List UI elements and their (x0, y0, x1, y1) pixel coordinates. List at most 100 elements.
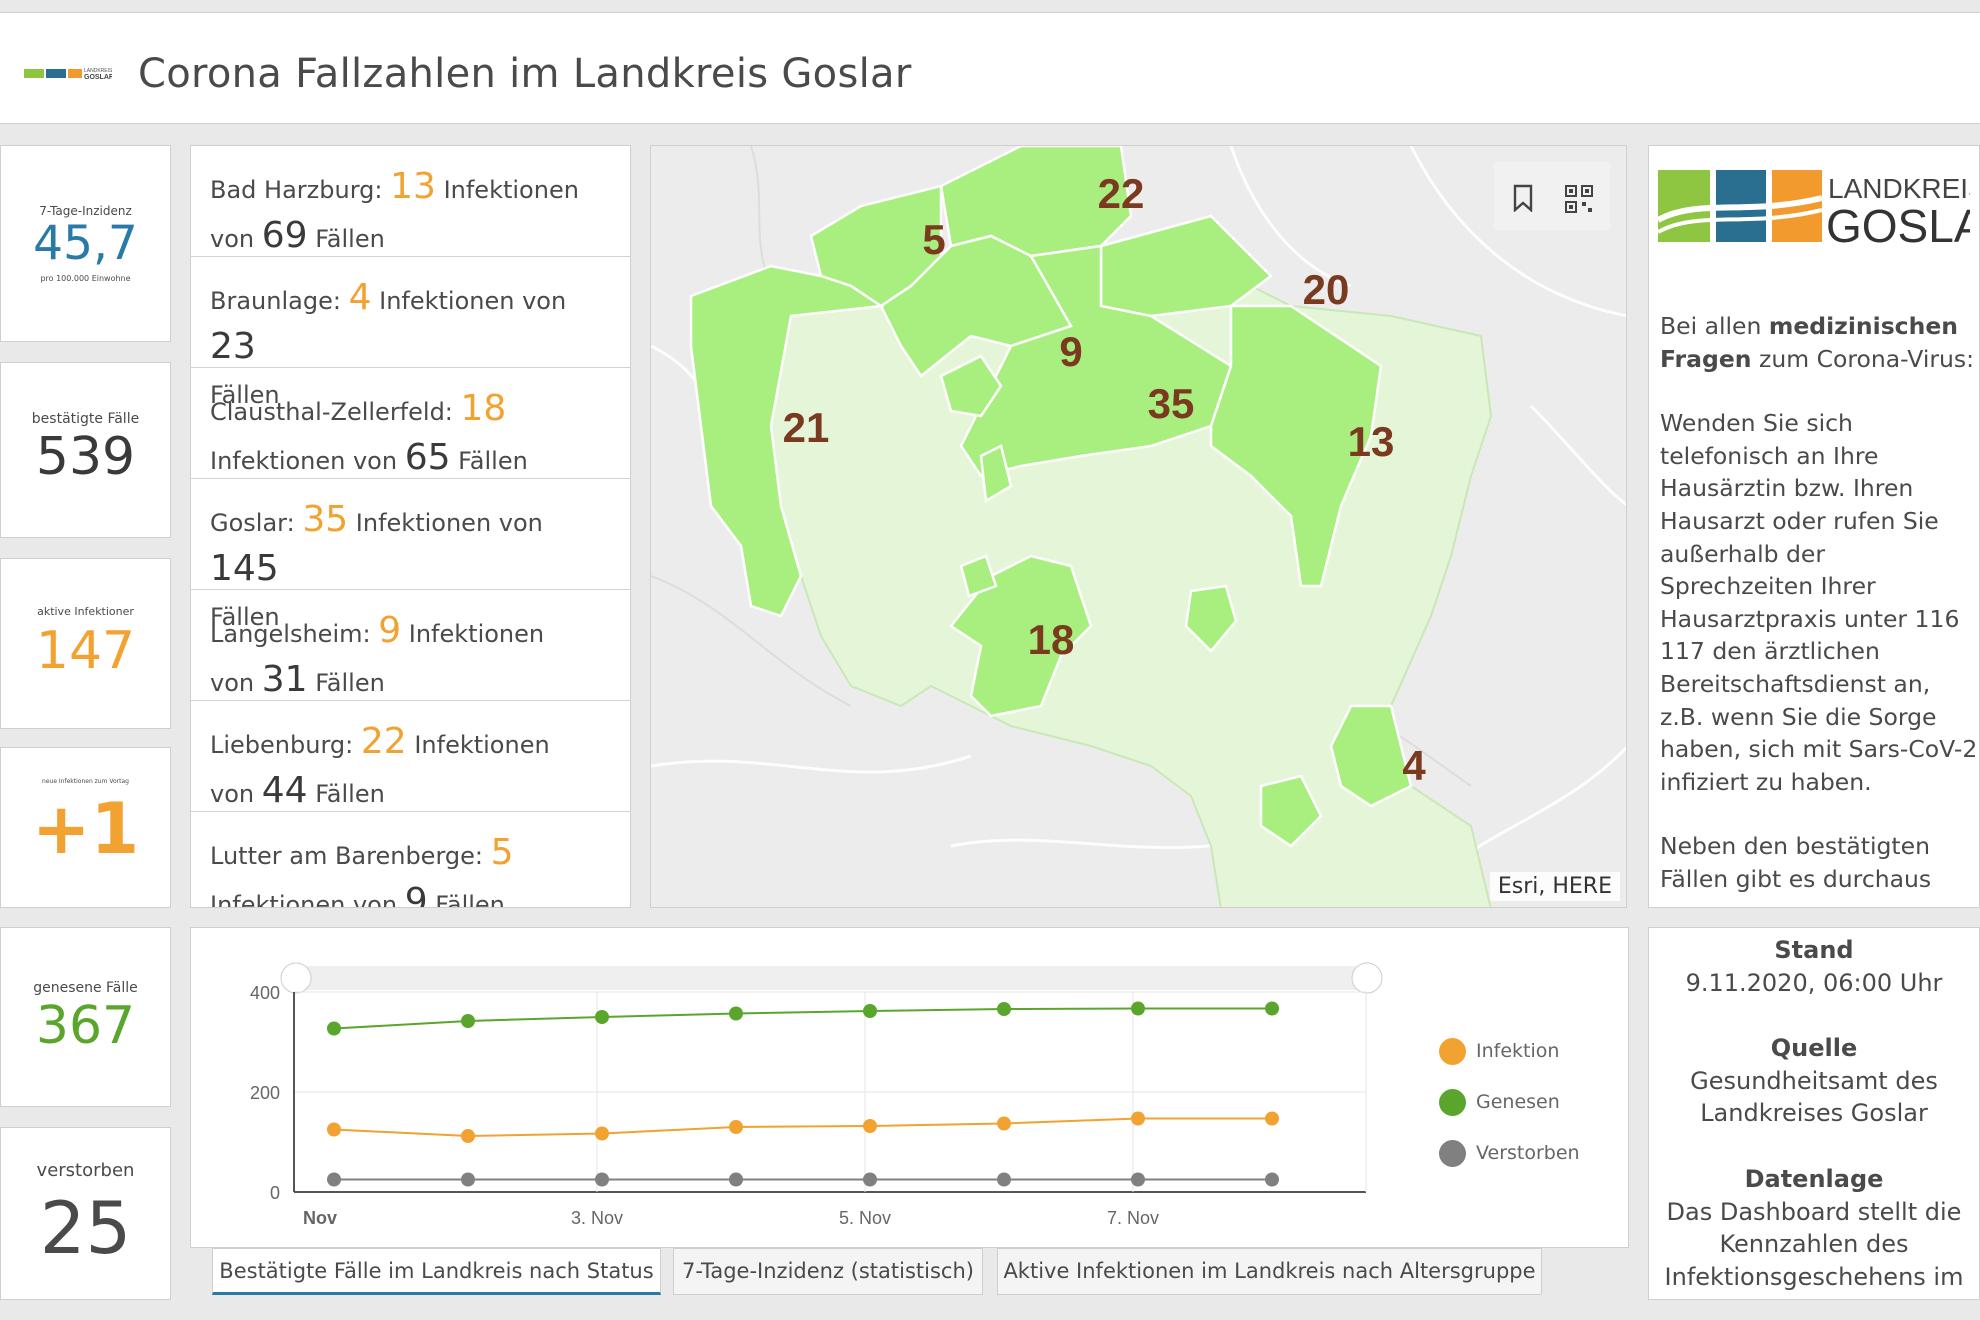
region-goslar[interactable] (959, 244, 1233, 478)
region-small-4[interactable] (1259, 774, 1323, 848)
scroll-handle-left[interactable] (280, 962, 312, 994)
data-point-infektion[interactable] (863, 1119, 877, 1133)
map-toolbar (1494, 162, 1610, 230)
chart-points (327, 1001, 1279, 1187)
kpi-aktiv-card[interactable]: aktive Infektioner 147 (0, 558, 171, 729)
kpi-verstorben-card[interactable]: verstorben 25 (0, 1127, 171, 1300)
chart-panel[interactable]: 400 200 0 Nov 3. Nov 5. Nov 7. Nov Infektion G… (190, 927, 1629, 1248)
x-tick-label: 5. Nov (839, 1208, 891, 1228)
data-point-verstorben[interactable] (729, 1172, 743, 1187)
legend-marker (1439, 1089, 1466, 1116)
legend-item-verstorben[interactable]: Verstorben (1439, 1140, 1639, 1170)
list-item[interactable]: Bad Harzburg: 13 Infektionen von 69 Fäll… (191, 146, 630, 257)
x-tick-label: Nov (303, 1208, 337, 1228)
legend-label: Verstorben (1476, 1142, 1580, 1164)
data-point-verstorben[interactable] (1131, 1172, 1145, 1187)
data-point-genesen[interactable] (863, 1004, 877, 1018)
kpi-genesen-label: genesene Fälle (33, 980, 138, 996)
list-item[interactable]: Langelsheim: 9 Infektionen von 31 Fällen (191, 590, 630, 701)
region-bad-harzburg-east[interactable] (1209, 304, 1383, 588)
region-braunlage[interactable] (1329, 704, 1413, 808)
data-point-genesen[interactable] (1265, 1001, 1279, 1016)
scroll-handle-right[interactable] (1351, 962, 1383, 994)
data-point-genesen[interactable] (729, 1006, 743, 1021)
data-point-verstorben[interactable] (863, 1172, 877, 1187)
list-item[interactable]: Clausthal-Zellerfeld: 18 Infektionen von… (191, 368, 630, 479)
x-tick-label: 3. Nov (571, 1208, 623, 1228)
kpi-genesen-card[interactable]: genesene Fälle 367 (0, 927, 171, 1107)
legend-item-genesen[interactable]: Genesen (1439, 1089, 1639, 1119)
series-line-infektion (333, 1117, 1272, 1138)
map-label: 20 (1303, 266, 1350, 313)
map-view[interactable]: 22 5 20 9 35 21 13 18 4 Esri, HERE (650, 145, 1627, 908)
list-item-mid: Infektionen von (379, 287, 567, 315)
data-point-verstorben[interactable] (1265, 1172, 1279, 1187)
map-canvas[interactable]: 22 5 20 9 35 21 13 18 4 (651, 146, 1627, 908)
region-small-5[interactable] (979, 444, 1013, 504)
list-item[interactable]: Liebenburg: 22 Infektionen von 44 Fällen (191, 701, 630, 812)
qr-code-icon[interactable] (1564, 184, 1594, 214)
kpi-inzidenz-card[interactable]: 7-Tage-Inzidenz 45,7 pro 100.000 Einwohn… (0, 145, 171, 342)
kpi-bestaetigt-label: bestätigte Fälle (31, 411, 140, 427)
map-label: 13 (1348, 418, 1395, 465)
region-small-1[interactable] (939, 354, 1003, 418)
bookmark-icon[interactable] (1512, 184, 1534, 212)
map-label: 9 (1059, 328, 1082, 375)
logo-line-1: LANDKREIS (1828, 173, 1970, 204)
municipality-list[interactable]: Bad Harzburg: 13 Infektionen von 69 Fäll… (190, 145, 631, 908)
data-point-genesen[interactable] (327, 1021, 341, 1036)
kpi-bestaetigt-card[interactable]: bestätigte Fälle 539 (0, 362, 171, 538)
region-small-2[interactable] (959, 554, 998, 598)
tab-altersgruppe[interactable]: Aktive Infektionen im Landkreis nach Alt… (997, 1248, 1542, 1295)
list-item[interactable]: Lutter am Barenberge: 5 Infektionen von … (191, 812, 630, 908)
legend-label: Genesen (1476, 1091, 1560, 1113)
list-item-cases: 31 (261, 659, 308, 700)
data-point-genesen[interactable] (1131, 1001, 1145, 1016)
list-item-infections: 22 (360, 721, 407, 762)
list-item-infections: 5 (490, 832, 514, 873)
data-point-verstorben[interactable] (997, 1172, 1011, 1187)
legend-marker (1439, 1038, 1466, 1065)
stand-panel[interactable]: Stand 9.11.2020, 06:00 Uhr Quelle Gesund… (1648, 927, 1980, 1300)
municipalities[interactable] (689, 146, 1413, 848)
chart-scrollbar[interactable] (294, 966, 1369, 990)
list-item-tail: Fällen (315, 780, 385, 808)
info-panel[interactable]: LANDKREIS GOSLAR Bei allen medizinischen… (1648, 145, 1980, 908)
data-point-infektion[interactable] (595, 1126, 609, 1141)
data-point-infektion[interactable] (1131, 1111, 1145, 1126)
region-small-3[interactable] (1184, 584, 1238, 653)
list-item-cases: 65 (404, 437, 451, 478)
list-item[interactable]: Braunlage: 4 Infektionen von 23 Fällen (191, 257, 630, 409)
legend-item-infektion[interactable]: Infektion (1439, 1038, 1639, 1068)
landkreis-goslar-big-logo: LANDKREIS GOSLAR (1658, 170, 1970, 248)
region-seesen[interactable] (689, 264, 885, 618)
list-item-tail: Fällen (435, 891, 505, 908)
data-point-infektion[interactable] (461, 1129, 475, 1143)
data-point-genesen[interactable] (595, 1010, 609, 1024)
data-point-infektion[interactable] (729, 1120, 743, 1134)
stand-text: Stand 9.11.2020, 06:00 Uhr Quelle Gesund… (1649, 934, 1979, 1293)
data-point-infektion[interactable] (997, 1116, 1011, 1131)
line-chart[interactable]: 400 200 0 Nov 3. Nov 5. Nov 7. Nov (191, 928, 1628, 1247)
list-item-cases: 9 (404, 881, 428, 908)
region-clausthal[interactable] (949, 554, 1093, 718)
tab-status[interactable]: Bestätigte Fälle im Landkreis nach Statu… (212, 1248, 661, 1295)
map-label: 21 (783, 404, 830, 451)
y-tick-label: 0 (270, 1183, 280, 1203)
data-point-verstorben[interactable] (461, 1172, 475, 1187)
list-item[interactable]: Goslar: 35 Infektionen von 145 Fällen (191, 479, 630, 631)
data-point-verstorben[interactable] (327, 1172, 341, 1187)
data-point-genesen[interactable] (461, 1014, 475, 1028)
svg-text:LANDKREIS: LANDKREIS (84, 68, 112, 74)
list-item-infections: 18 (460, 388, 507, 429)
list-item-town: Braunlage: (210, 287, 341, 315)
tab-inzidenz[interactable]: 7-Tage-Inzidenz (statistisch) (673, 1248, 983, 1295)
kpi-neu-card[interactable]: neue Infektionen zum Vortag +1 (0, 747, 171, 908)
data-point-infektion[interactable] (1265, 1111, 1279, 1126)
info-p1-suffix: zum Corona-Virus: (1758, 344, 1975, 373)
data-point-genesen[interactable] (997, 1002, 1011, 1016)
x-tick-label: 7. Nov (1107, 1208, 1159, 1228)
data-point-verstorben[interactable] (595, 1172, 609, 1187)
map-label: 35 (1148, 380, 1195, 427)
data-point-infektion[interactable] (327, 1122, 341, 1137)
